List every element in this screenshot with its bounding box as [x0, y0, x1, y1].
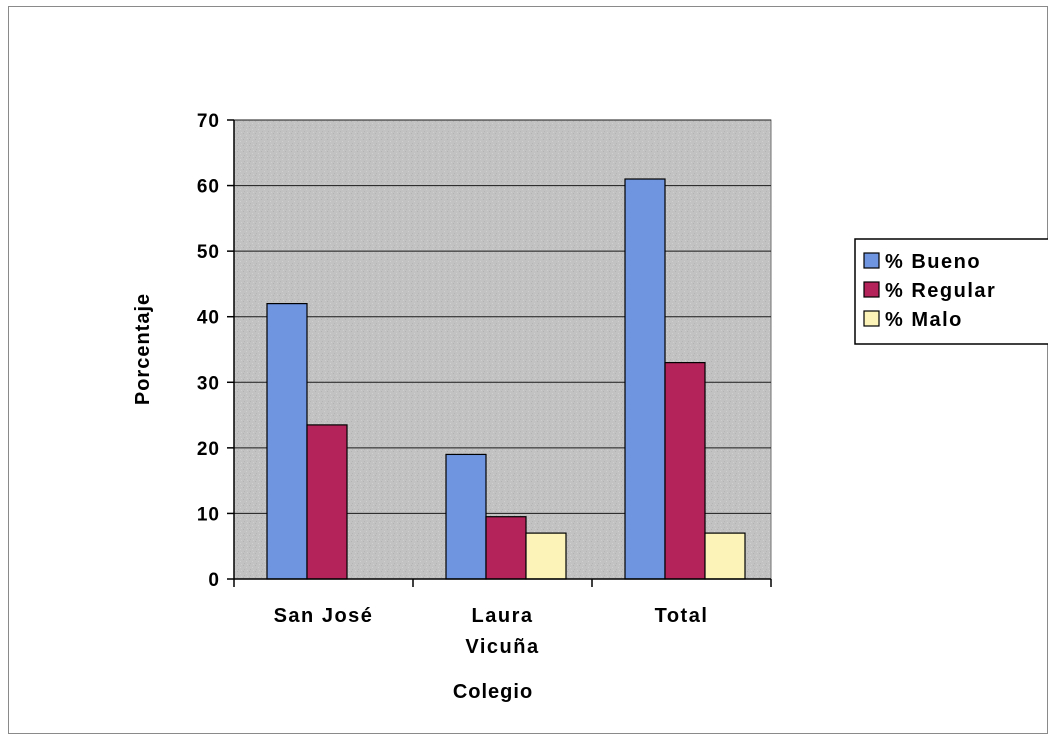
- x-category-label: Vicuña: [465, 636, 539, 658]
- y-tick-label: 30: [197, 373, 220, 394]
- x-category-label: Total: [655, 605, 709, 627]
- bar-bueno: [624, 178, 666, 580]
- bar-regular: [485, 516, 527, 580]
- y-axis-title: Porcentaje: [132, 293, 154, 405]
- bar-regular: [664, 362, 706, 580]
- bar-regular: [306, 424, 348, 580]
- y-tick-label: 10: [197, 504, 220, 525]
- bar-chart: 0 10 20 30 40 50 60 70 San José Laura Vicuña Total…: [132, 111, 1048, 703]
- x-axis-title: Colegio: [453, 681, 533, 703]
- legend-label: % Regular: [885, 280, 996, 302]
- legend-label: % Bueno: [885, 251, 981, 273]
- x-category-label: San José: [274, 605, 374, 627]
- legend-swatch: [863, 252, 880, 269]
- x-category-label: Laura: [472, 605, 534, 627]
- legend: % Bueno % Regular % Malo: [854, 238, 1048, 345]
- legend-box: [854, 238, 1048, 345]
- chart-frame: 0 10 20 30 40 50 60 70 San José Laura Vicuña Total…: [8, 6, 1048, 734]
- y-tick-label: 70: [197, 111, 220, 132]
- y-tick-label: 20: [197, 439, 220, 460]
- bar-malo: [525, 532, 567, 580]
- y-tick-label: 60: [197, 177, 220, 198]
- y-tick-label: 0: [208, 570, 220, 591]
- legend-label: % Malo: [885, 309, 963, 331]
- bar-bueno: [445, 453, 487, 580]
- legend-swatch: [863, 310, 880, 327]
- legend-swatch: [863, 281, 880, 298]
- y-tick-label: 50: [197, 242, 220, 263]
- bar-malo: [704, 532, 746, 580]
- bar-bueno: [266, 303, 308, 580]
- y-tick-label: 40: [197, 308, 220, 329]
